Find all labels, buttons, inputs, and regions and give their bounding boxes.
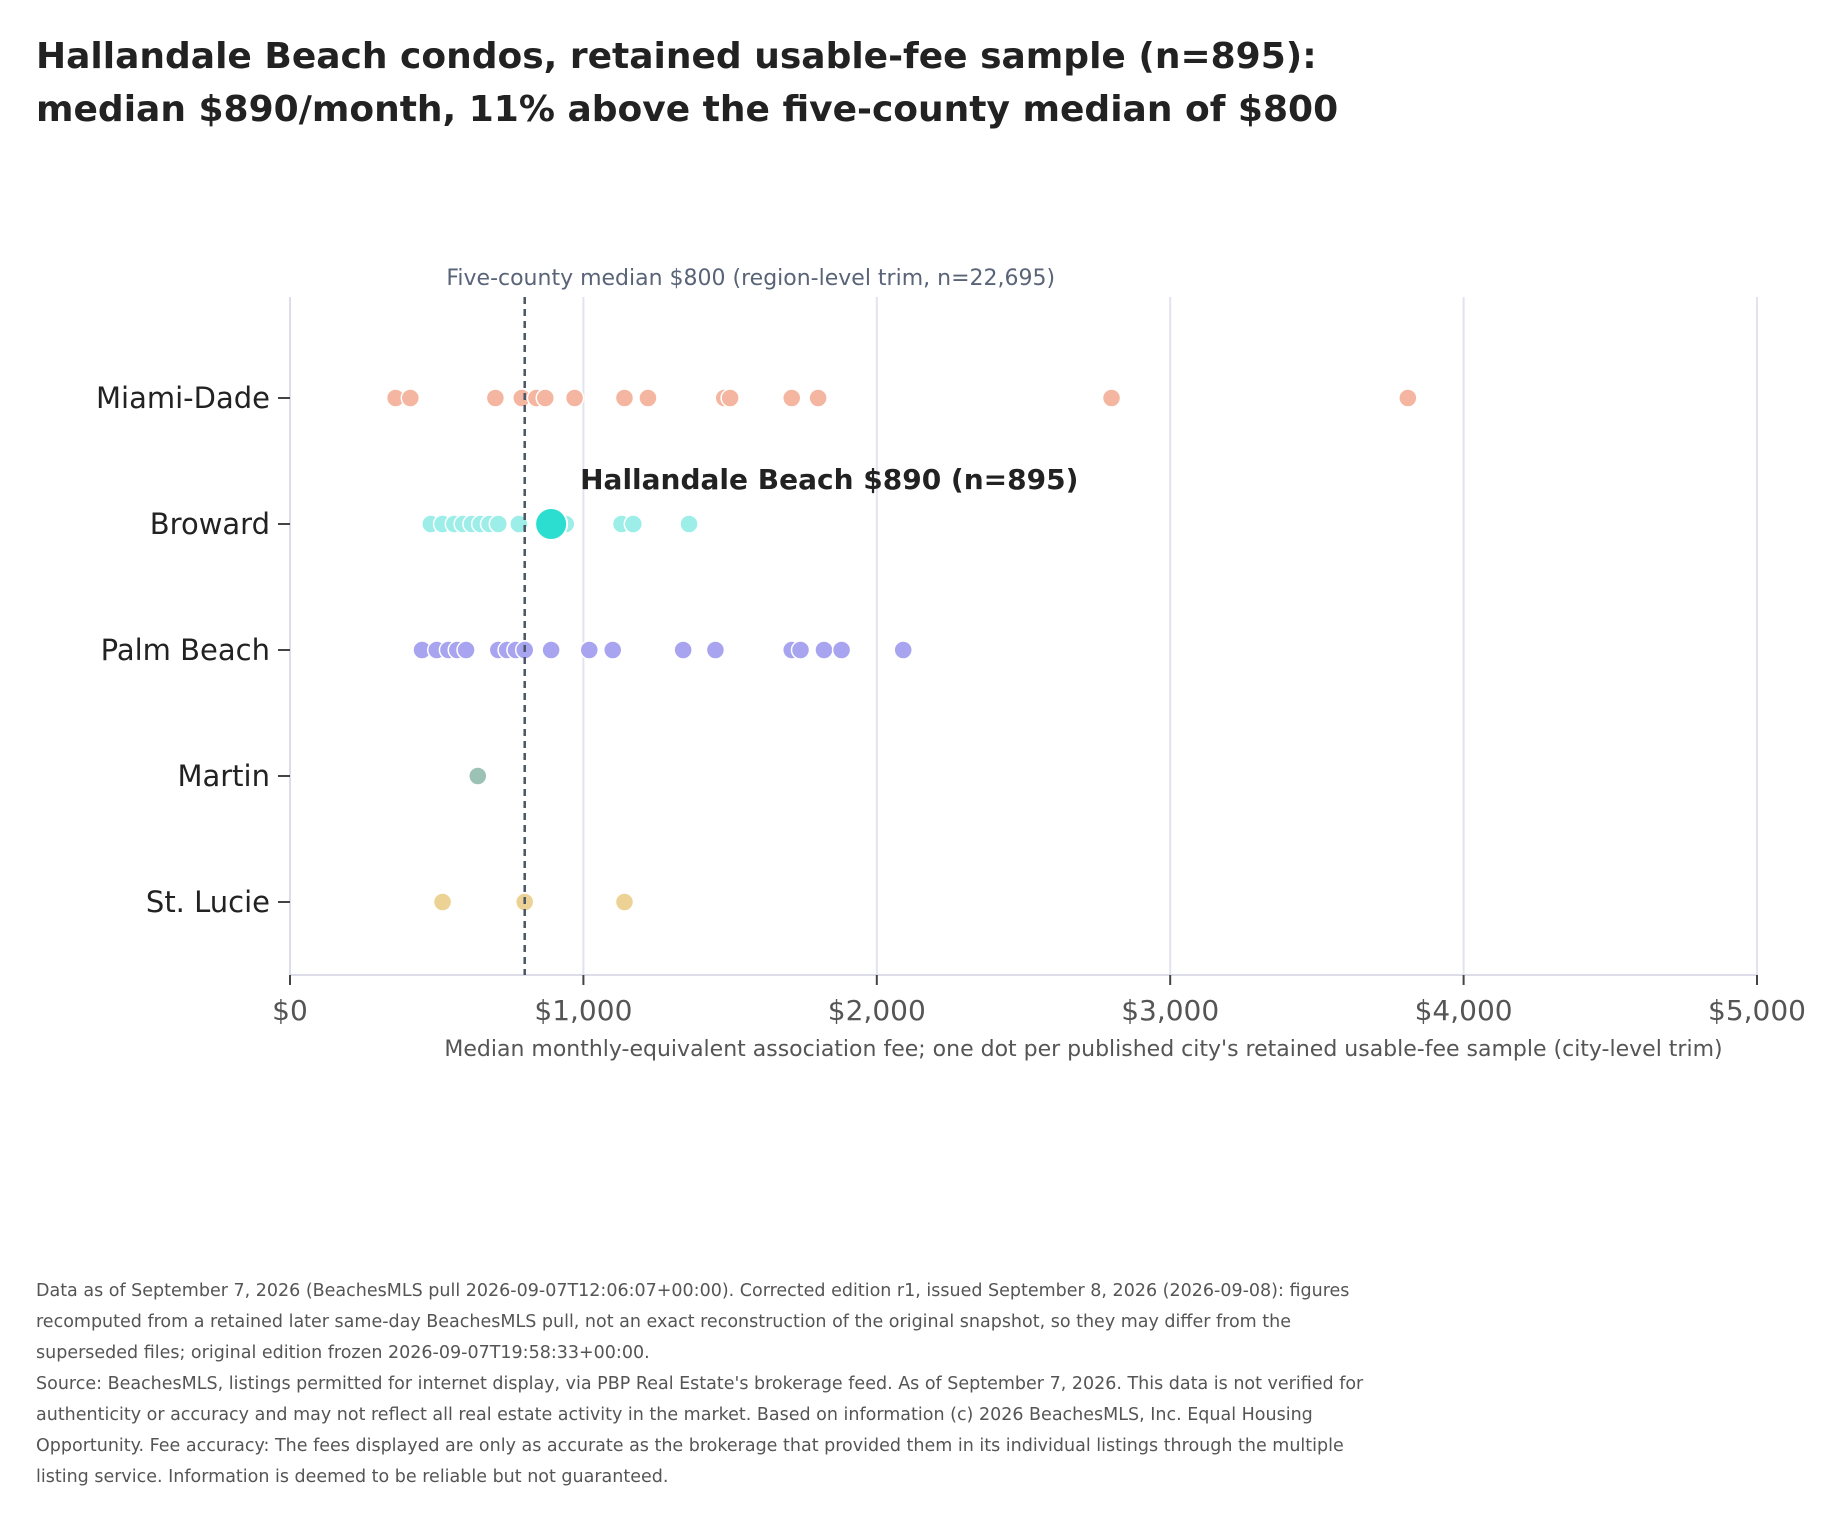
city-dot [781, 388, 802, 408]
x-tick-label: $0 [272, 994, 308, 1027]
city-dot [808, 388, 828, 408]
city-dot [535, 388, 556, 408]
dot-plot: $0 $1,000 $2,000 $3,000 $4,000 $5,000 Median m… [96, 266, 1806, 1062]
city-dot [673, 640, 693, 660]
footer-source-note: Source: BeachesMLS, listings permitted f… [36, 1374, 1364, 1487]
city-dot [893, 640, 913, 660]
city-dot [814, 640, 834, 660]
x-tick-label: $4,000 [1415, 994, 1513, 1027]
x-axis-label: Median monthly-equivalent association fe… [444, 1037, 1722, 1062]
city-dot [623, 514, 644, 534]
city-dot [614, 892, 635, 912]
chart-title-line-2: median $890/month, 11% above the five-co… [36, 89, 1339, 130]
city-dot [679, 514, 699, 534]
city-dot [485, 388, 506, 408]
city-dot [468, 766, 488, 786]
city-dot [400, 388, 421, 408]
city-dot [614, 388, 635, 408]
city-dot [831, 640, 852, 660]
city-dot [541, 640, 561, 660]
x-tick-label: $5,000 [1708, 994, 1806, 1027]
x-tick-label: $3,000 [1121, 994, 1219, 1027]
city-dot [564, 388, 585, 408]
footer-data-note: Data as of September 7, 2026 (BeachesMLS… [36, 1281, 1350, 1363]
city-dot [1398, 388, 1418, 408]
footer-notes: Data as of September 7, 2026 (BeachesMLS… [36, 1276, 1396, 1493]
category-label: St. Lucie [146, 885, 270, 919]
category-label: Palm Beach [101, 633, 270, 667]
category-label: Broward [150, 507, 270, 541]
city-dot [705, 640, 726, 660]
city-dot [638, 388, 658, 408]
city-dot [720, 388, 740, 408]
city-dot [456, 640, 476, 660]
chart-title: Hallandale Beach condos, retained usable… [36, 30, 1536, 136]
highlight-dot [534, 507, 569, 541]
category-label: Miami-Dade [96, 381, 270, 415]
city-dot [488, 514, 509, 534]
city-dot [602, 640, 623, 660]
category-label: Martin [177, 759, 270, 793]
city-dot [1101, 388, 1122, 408]
city-dot [790, 640, 811, 660]
x-tick-label: $2,000 [828, 994, 926, 1027]
median-reference-label: Five-county median $800 (region-level tr… [446, 266, 1055, 291]
x-tick-label: $1,000 [534, 994, 632, 1027]
city-dot [579, 640, 600, 660]
city-dot [509, 514, 529, 534]
highlight-label: Hallandale Beach $890 (n=895) [580, 463, 1078, 496]
city-dot [432, 892, 453, 912]
chart-title-line-1: Hallandale Beach condos, retained usable… [36, 36, 1317, 77]
